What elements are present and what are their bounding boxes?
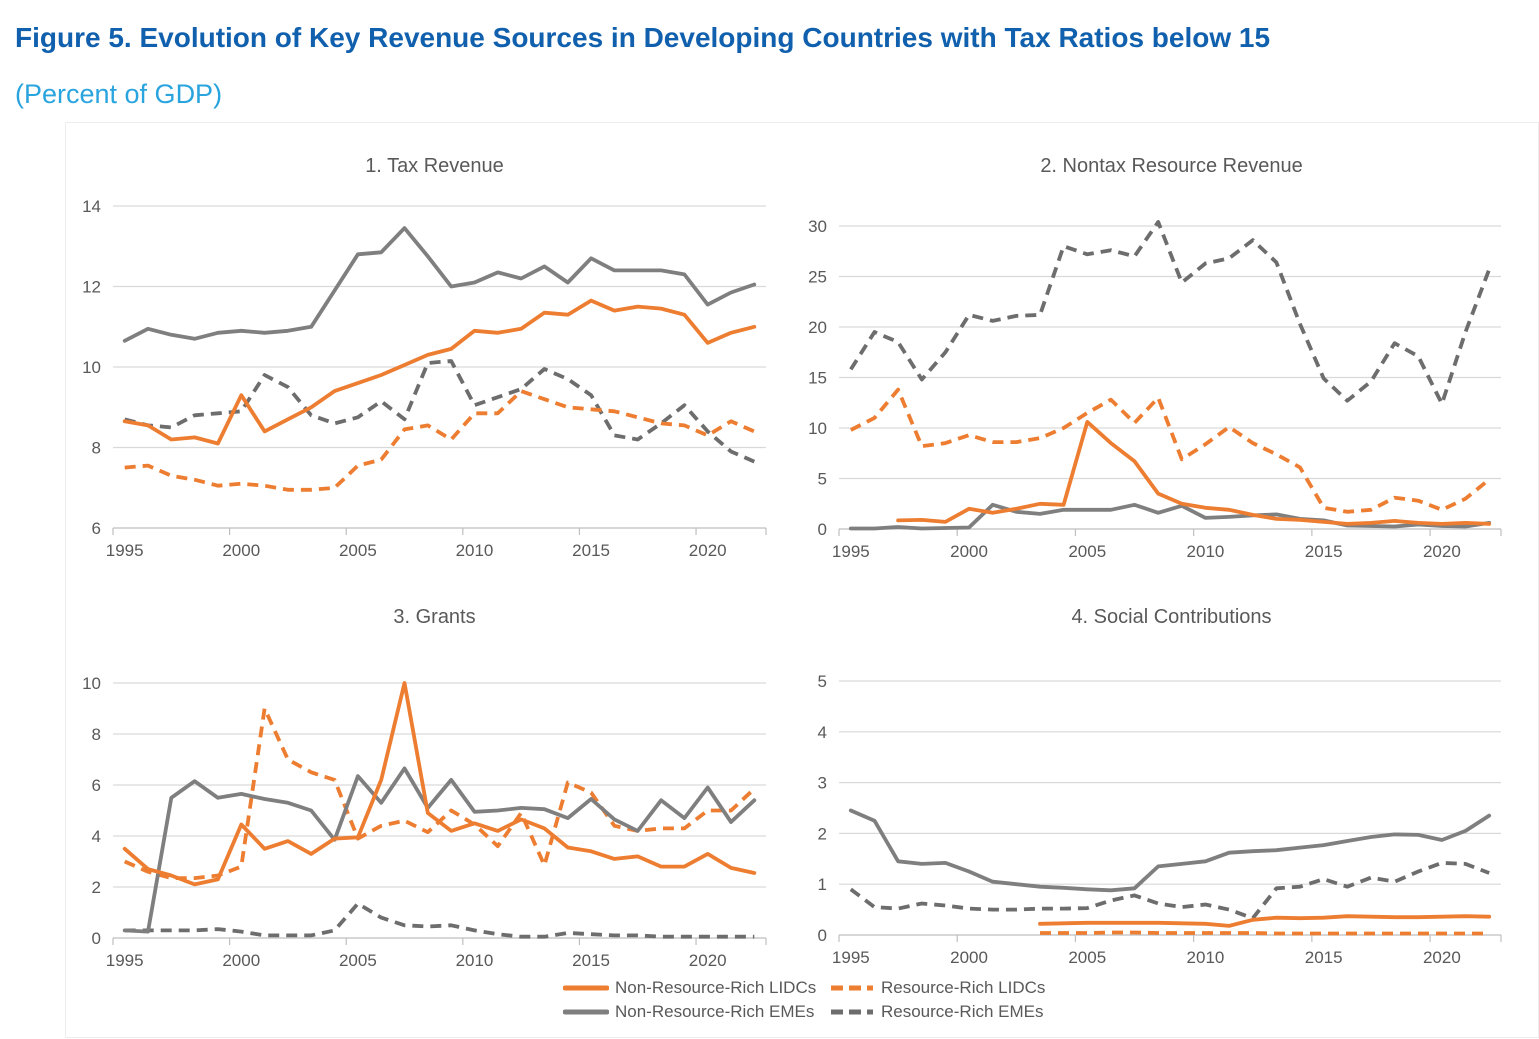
x-tick-label: 1995 xyxy=(106,951,144,970)
x-tick-label: 2000 xyxy=(950,948,988,967)
x-tick-label: 2020 xyxy=(1423,542,1461,561)
series-non-resource-rich-lidcs-solid-line xyxy=(896,420,1492,526)
y-tick-label: 2 xyxy=(92,878,101,897)
y-tick-label: 4 xyxy=(92,827,101,846)
chart-title-nontax-resource-revenue: 2. Nontax Resource Revenue xyxy=(1040,155,1303,177)
figure-subtitle: (Percent of GDP) xyxy=(15,79,223,109)
chart-title-social-contributions: 4. Social Contributions xyxy=(1071,606,1272,628)
y-tick-label: 10 xyxy=(808,419,827,438)
x-tick-label: 2005 xyxy=(1068,542,1106,561)
social-contributions-chart: 0 1 2 3 4 5 1995 2000 2005 2010 2015 2020 xyxy=(818,672,1502,967)
y-tick-label: 5 xyxy=(818,470,827,489)
legend-label: Non-Resource-Rich EMEs xyxy=(615,1002,815,1021)
y-tick-label: 10 xyxy=(82,358,101,377)
x-tick-label: 2000 xyxy=(222,951,260,970)
dashed-gray-line-icon xyxy=(831,1009,873,1015)
figure-title: Figure 5. Evolution of Key Revenue Sourc… xyxy=(15,22,1271,53)
series-non-resource-rich-lidcs-solid-line xyxy=(122,681,757,887)
series-non-resource-rich-emes-solid-line xyxy=(122,226,757,343)
y-tick-label: 30 xyxy=(808,217,827,236)
legend-label: Resource-Rich EMEs xyxy=(881,1002,1044,1021)
x-tick-label: 1995 xyxy=(832,948,870,967)
x-tick-label: 2020 xyxy=(1423,948,1461,967)
solid-orange-line-icon xyxy=(563,985,609,991)
y-tick-label: 5 xyxy=(818,672,827,691)
x-tick-label: 1995 xyxy=(832,542,870,561)
legend-item: Resource-Rich LIDCs xyxy=(829,977,1045,999)
tax-revenue-chart: 6 8 10 12 14 1995 2000 2005 2010 2015 2020 xyxy=(82,197,767,560)
x-tick-label: 1995 xyxy=(106,541,144,560)
x-tick-label: 2000 xyxy=(222,541,260,560)
x-tick-label: 2020 xyxy=(689,541,727,560)
x-tick-label: 2015 xyxy=(1305,948,1343,967)
legend-item: Non-Resource-Rich EMEs xyxy=(563,1001,814,1023)
figure-panel: 1. Tax Revenue 2. Nontax Resource Revenu… xyxy=(65,122,1539,1038)
y-tick-label: 1 xyxy=(818,875,827,894)
solid-gray-line-icon xyxy=(563,1009,609,1015)
y-tick-label: 6 xyxy=(92,519,101,538)
legend-label: Resource-Rich LIDCs xyxy=(881,978,1046,997)
chart-title-tax-revenue: 1. Tax Revenue xyxy=(365,155,504,177)
y-tick-label: 25 xyxy=(808,268,827,287)
series-resource-rich-emes-dashed-line xyxy=(849,220,1491,406)
series-resource-rich-emes-dashed-line xyxy=(849,861,1490,921)
series-non-resource-rich-emes-solid-line xyxy=(122,766,757,934)
series-resource-rich-lidcs-dashed-line xyxy=(124,389,756,492)
y-tick-label: 10 xyxy=(82,674,101,693)
y-tick-label: 14 xyxy=(82,197,101,216)
x-tick-label: 2005 xyxy=(339,951,377,970)
y-tick-label: 3 xyxy=(818,774,827,793)
x-tick-label: 2020 xyxy=(689,951,727,970)
series-resource-rich-lidcs-dashed-line xyxy=(849,387,1491,514)
x-tick-label: 2010 xyxy=(456,541,494,560)
series-resource-rich-emes-dashed-line xyxy=(124,359,756,464)
y-tick-label: 4 xyxy=(818,723,827,742)
y-tick-label: 6 xyxy=(92,776,101,795)
y-tick-label: 15 xyxy=(808,369,827,388)
y-tick-label: 12 xyxy=(82,278,101,297)
grants-chart: 0 2 4 6 8 10 1995 2000 2005 2010 2015 2020 xyxy=(82,674,767,970)
series-non-resource-rich-lidcs-solid-line xyxy=(122,298,757,446)
x-tick-label: 2010 xyxy=(1187,948,1225,967)
series-resource-rich-lidcs-dashed-line xyxy=(1040,930,1490,936)
y-tick-label: 2 xyxy=(818,824,827,843)
series-resource-rich-emes-dashed-line xyxy=(124,901,755,939)
y-tick-label: 8 xyxy=(92,439,101,458)
series-non-resource-rich-emes-solid-line xyxy=(848,502,1492,531)
x-tick-label: 2015 xyxy=(572,951,610,970)
y-tick-label: 0 xyxy=(818,926,827,945)
legend-label: Non-Resource-Rich LIDCs xyxy=(615,978,817,997)
y-tick-label: 0 xyxy=(92,929,101,948)
legend-item: Non-Resource-Rich LIDCs xyxy=(563,977,816,999)
x-tick-label: 2010 xyxy=(456,951,494,970)
y-tick-label: 0 xyxy=(818,520,827,539)
x-tick-label: 2015 xyxy=(572,541,610,560)
x-tick-label: 2010 xyxy=(1187,542,1225,561)
dashed-orange-line-icon xyxy=(831,985,873,991)
y-tick-label: 20 xyxy=(808,318,827,337)
x-tick-label: 2005 xyxy=(1068,948,1106,967)
y-tick-label: 8 xyxy=(92,725,101,744)
series-non-resource-rich-emes-solid-line xyxy=(848,808,1492,893)
series-non-resource-rich-lidcs-solid-line xyxy=(1038,914,1492,928)
x-tick-label: 2015 xyxy=(1305,542,1343,561)
chart-title-grants: 3. Grants xyxy=(393,606,476,628)
legend-item: Resource-Rich EMEs xyxy=(829,1001,1044,1023)
nontax-resource-revenue-chart: 0 5 10 15 20 25 30 1995 2000 2005 2010 2015 2020 xyxy=(808,217,1502,561)
x-tick-label: 2005 xyxy=(339,541,377,560)
x-tick-label: 2000 xyxy=(950,542,988,561)
